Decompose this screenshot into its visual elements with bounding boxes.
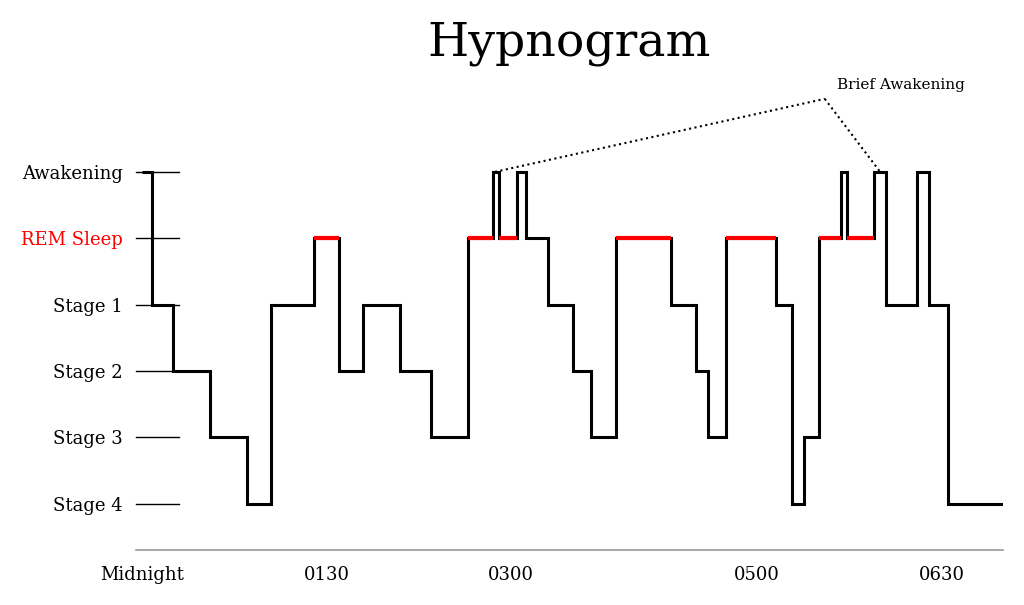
Text: Brief Awakening: Brief Awakening [837, 78, 965, 92]
Title: Hypnogram: Hypnogram [428, 21, 711, 66]
